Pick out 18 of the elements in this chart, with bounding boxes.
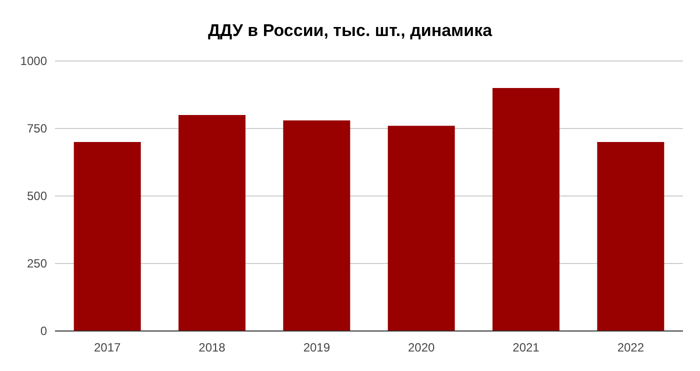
bar xyxy=(492,88,560,331)
bar xyxy=(283,120,350,331)
bar xyxy=(388,126,455,331)
y-tick-label: 250 xyxy=(26,256,48,270)
x-tick-label: 2020 xyxy=(408,340,436,355)
bar xyxy=(178,115,246,331)
y-tick-label: 1000 xyxy=(20,54,48,68)
bar xyxy=(597,142,664,331)
x-tick-label: 2019 xyxy=(303,340,330,355)
x-tick-label: 2018 xyxy=(198,340,226,355)
chart-title: ДДУ в России, тыс. шт., динамика xyxy=(208,21,493,40)
x-tick-label: 2017 xyxy=(94,340,122,355)
x-tick-label: 2022 xyxy=(617,340,644,355)
y-tick-label: 500 xyxy=(26,188,48,203)
y-tick-label: 750 xyxy=(26,121,48,136)
x-tick-label: 2021 xyxy=(512,340,540,355)
bar xyxy=(74,142,141,331)
y-tick-label: 0 xyxy=(40,324,48,338)
